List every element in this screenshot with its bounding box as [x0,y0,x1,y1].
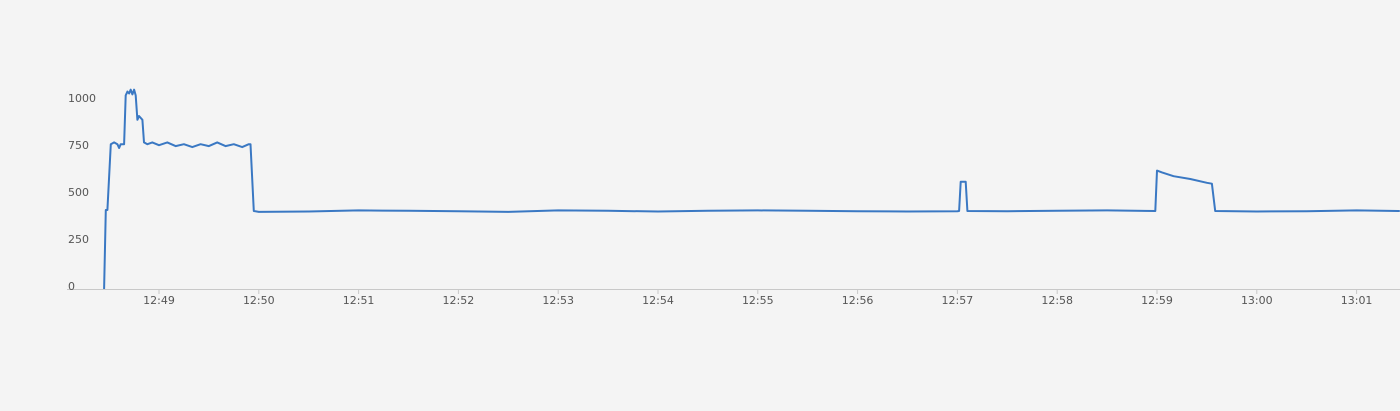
x-tick-label: 12:54 [642,294,674,307]
x-tick-label: 12:55 [742,294,774,307]
x-tick-label: 12:49 [143,294,175,307]
y-tick-label: 1000 [68,92,96,105]
series-line [103,88,1400,290]
x-axis: 12:49 12:50 12:51 12:52 12:53 12:54 12:55 12:56… [143,290,1372,307]
x-tick-label: 13:01 [1341,294,1373,307]
x-tick-label: 12:57 [942,294,974,307]
x-tick-label: 12:59 [1141,294,1173,307]
x-tick-label: 13:00 [1241,294,1273,307]
x-tick-label: 12:58 [1041,294,1073,307]
y-tick-label: 750 [68,139,89,152]
x-tick-label: 12:52 [443,294,475,307]
x-tick-label: 12:51 [343,294,375,307]
x-tick-label: 12:50 [243,294,275,307]
y-axis: 0 250 500 750 1000 [68,92,96,293]
y-tick-label: 250 [68,233,89,246]
x-tick-label: 12:53 [542,294,574,307]
y-tick-label: 500 [68,186,89,199]
x-tick-label: 12:56 [842,294,874,307]
y-tick-label: 0 [68,280,75,293]
